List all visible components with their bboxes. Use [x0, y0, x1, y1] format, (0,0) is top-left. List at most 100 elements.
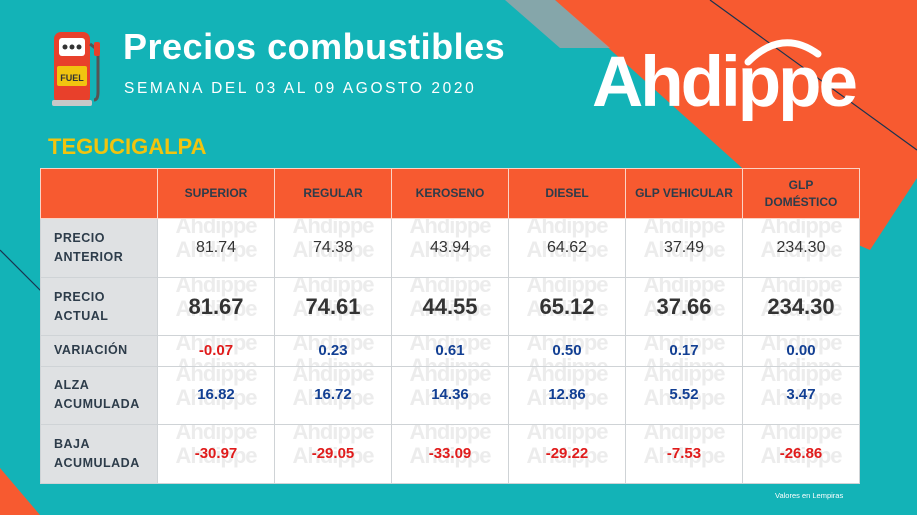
watermark: Ahdippe: [409, 424, 492, 445]
logo-text: Ahdippe: [592, 43, 858, 122]
cell-value: 0.50: [552, 341, 582, 359]
cell-value: 37.66: [656, 293, 712, 319]
watermark: Ahdippe: [643, 366, 726, 386]
watermark: Ahdippe: [643, 218, 726, 238]
cell-value: -0.07: [198, 341, 234, 359]
cell-value: 81.74: [195, 238, 237, 256]
cell-value: 14.36: [431, 386, 469, 404]
table-row: BAJA ACUMULADA Ahdippe Ahdippe -30.97 Ahdippe…: [40, 424, 860, 484]
cell-value: 74.61: [305, 293, 361, 319]
col-header: REGULAR: [274, 168, 392, 219]
footnote: Valores en Lempiras: [775, 491, 844, 500]
watermark: Ahdippe: [760, 366, 843, 386]
page-subtitle: SEMANA DEL 03 AL 09 AGOSTO 2020: [124, 80, 477, 97]
watermark: Ahdippe: [175, 218, 258, 238]
col-header: GLP DOMÉSTICO: [742, 168, 860, 219]
table-row: PRECIO ACTUAL Ahdippe Ahdippe 81.67 Ahdippe Ah…: [40, 276, 860, 337]
col-header: GLP VEHICULAR: [625, 168, 743, 219]
cell-value: 0.00: [786, 341, 816, 359]
table-cell: Ahdippe Ahdippe 74.61: [274, 276, 392, 337]
cell-value: 64.62: [546, 238, 588, 256]
table-cell: Ahdippe Ahdippe 81.74: [157, 218, 275, 278]
cell-value: 37.49: [663, 238, 705, 256]
fuel-pump-icon: FUEL: [52, 32, 100, 106]
table-cell: Ahdippe Ahdippe 37.49: [625, 218, 743, 278]
table-cell: AhdippeAhdippe0.61: [391, 335, 509, 367]
cell-value: -33.09: [428, 445, 472, 463]
col-header: KEROSENO: [391, 168, 509, 219]
watermark: Ahdippe: [292, 218, 375, 238]
watermark: Ahdippe: [175, 366, 258, 386]
row-label: BAJA ACUMULADA: [40, 424, 158, 484]
brand-logo: Ahdippe: [592, 36, 892, 126]
table-cell: Ahdippe Ahdippe 64.62: [508, 218, 626, 278]
watermark: Ahdippe: [292, 424, 375, 445]
row-label: PRECIO ANTERIOR: [40, 218, 158, 278]
watermark: Ahdippe: [760, 424, 843, 445]
cell-value: -29.05: [311, 445, 355, 463]
page-title: Precios combustibles: [123, 26, 506, 67]
fuel-label: FUEL: [60, 73, 84, 83]
table-cell: Ahdippe Ahdippe 234.30: [742, 276, 860, 337]
table-cell: AhdippeAhdippe0.17: [625, 335, 743, 367]
cell-value: 5.52: [669, 386, 699, 404]
logo-swoosh-icon: [744, 39, 822, 66]
table-cell: AhdippeAhdippe0.23: [274, 335, 392, 367]
watermark: Ahdippe: [292, 366, 375, 386]
table-header-corner: [40, 168, 158, 219]
cell-value: 16.72: [314, 386, 352, 404]
cell-value: 81.67: [188, 293, 244, 319]
table-cell: Ahdippe Ahdippe 3.47: [742, 365, 860, 426]
table-cell: Ahdippe Ahdippe 37.66: [625, 276, 743, 337]
watermark: Ahdippe: [760, 218, 843, 238]
table-cell: Ahdippe Ahdippe 234.30: [742, 218, 860, 278]
cell-value: 0.61: [435, 341, 465, 359]
watermark: Ahdippe: [409, 366, 492, 386]
table-cell: Ahdippe Ahdippe 44.55: [391, 276, 509, 337]
cell-value: 16.82: [197, 386, 235, 404]
watermark: Ahdippe: [175, 424, 258, 445]
cell-value: 43.94: [429, 238, 471, 256]
cell-value: 0.23: [318, 341, 348, 359]
table-cell: Ahdippe Ahdippe 16.72: [274, 365, 392, 426]
table-cell: Ahdippe Ahdippe 5.52: [625, 365, 743, 426]
table-row: VARIACIÓNAhdippeAhdippe-0.07AhdippeAhdip…: [40, 335, 860, 367]
table-cell: Ahdippe Ahdippe -29.05: [274, 424, 392, 484]
cell-value: 234.30: [767, 293, 835, 319]
table-cell: Ahdippe Ahdippe -30.97: [157, 424, 275, 484]
table-header-row: SUPERIOR REGULAR KEROSENO DIESEL GLP VEH…: [40, 168, 860, 219]
table-cell: AhdippeAhdippe0.50: [508, 335, 626, 367]
table-cell: Ahdippe Ahdippe 43.94: [391, 218, 509, 278]
col-header: DIESEL: [508, 168, 626, 219]
cell-value: -26.86: [779, 445, 823, 463]
row-label: PRECIO ACTUAL: [40, 276, 158, 337]
table-cell: Ahdippe Ahdippe -29.22: [508, 424, 626, 484]
price-table: SUPERIOR REGULAR KEROSENO DIESEL GLP VEH…: [40, 168, 860, 484]
cell-value: 234.30: [776, 238, 826, 256]
table-cell: Ahdippe Ahdippe 16.82: [157, 365, 275, 426]
table-cell: Ahdippe Ahdippe 65.12: [508, 276, 626, 337]
table-cell: Ahdippe Ahdippe 14.36: [391, 365, 509, 426]
watermark: Ahdippe: [643, 424, 726, 445]
watermark: Ahdippe: [526, 366, 609, 386]
table-cell: AhdippeAhdippe0.00: [742, 335, 860, 367]
cell-value: 65.12: [539, 293, 595, 319]
cell-value: 3.47: [786, 386, 816, 404]
cell-value: 44.55: [422, 293, 478, 319]
table-row: ALZA ACUMULADA Ahdippe Ahdippe 16.82 Ahdippe A…: [40, 365, 860, 426]
table-row: PRECIO ANTERIOR Ahdippe Ahdippe 81.74 Ahdippe…: [40, 218, 860, 278]
table-cell: Ahdippe Ahdippe -26.86: [742, 424, 860, 484]
table-cell: Ahdippe Ahdippe -7.53: [625, 424, 743, 484]
table-cell: Ahdippe Ahdippe 12.86: [508, 365, 626, 426]
cell-value: -29.22: [545, 445, 589, 463]
table-cell: Ahdippe Ahdippe -33.09: [391, 424, 509, 484]
row-label: ALZA ACUMULADA: [40, 365, 158, 426]
table-cell: Ahdippe Ahdippe 74.38: [274, 218, 392, 278]
city-title: TEGUCIGALPA: [48, 134, 207, 159]
cell-value: -30.97: [194, 445, 238, 463]
watermark: Ahdippe: [526, 424, 609, 445]
col-header: SUPERIOR: [157, 168, 275, 219]
watermark: Ahdippe: [526, 218, 609, 238]
watermark: Ahdippe: [409, 218, 492, 238]
